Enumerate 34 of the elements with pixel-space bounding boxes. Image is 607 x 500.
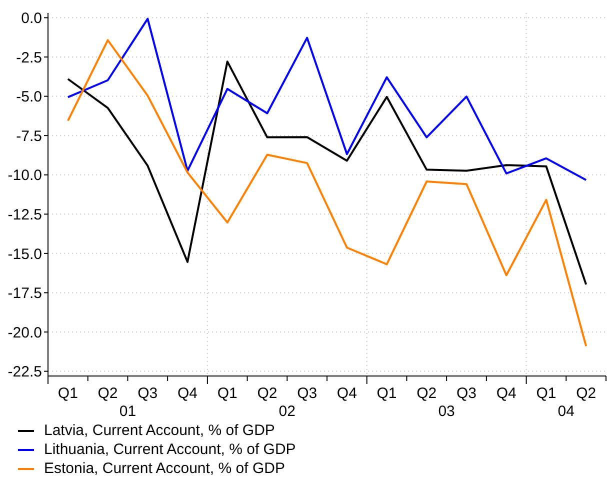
y-tick-label: -7.5 [16, 128, 42, 145]
x-tick-label: Q4 [177, 385, 198, 402]
line-series [66, 60, 588, 286]
legend-label: Estonia, Current Account, % of GDP [44, 459, 285, 478]
x-tick-label: Q1 [376, 385, 397, 402]
text: 03 [438, 403, 455, 420]
x-tick-label: Q4 [336, 385, 357, 402]
y-tick-label: -10.0 [8, 167, 42, 184]
x-tick-label: Q1 [217, 385, 238, 402]
text: 04 [558, 403, 574, 420]
y-tick-label: -5.0 [16, 88, 42, 106]
x-tick-label: Q3 [138, 385, 158, 402]
line-series [66, 39, 588, 348]
y-tick-label: -2.5 [16, 49, 42, 66]
y-tick-label: -20.0 [8, 324, 42, 342]
legend-label: Lithuania, Current Account, % of GDP [44, 440, 296, 459]
x-tick-label: Q2 [576, 385, 596, 402]
x-tick-label: Q2 [98, 385, 118, 402]
x-tick-label: Q2 [257, 385, 278, 402]
y-tick-label: -12.5 [8, 206, 42, 224]
x-tick-label: Q2 [416, 385, 437, 402]
x-tick-label: Q3 [456, 385, 477, 402]
text: 02 [278, 403, 296, 420]
x-tick-label: Q1 [58, 385, 78, 402]
x-tick-label: Q3 [297, 385, 318, 402]
line-series [66, 18, 588, 182]
y-tick-label: -17.5 [8, 285, 42, 302]
x-tick-label: Q1 [536, 385, 556, 402]
legend-label: Latvia, Current Account, % of GDP [44, 421, 275, 440]
y-tick-label: -22.5 [8, 364, 42, 381]
x-tick-label: Q4 [496, 385, 516, 402]
y-tick-label: 0.0 [21, 10, 42, 28]
text: 01 [119, 403, 136, 420]
y-tick-label: -15.0 [8, 246, 42, 263]
